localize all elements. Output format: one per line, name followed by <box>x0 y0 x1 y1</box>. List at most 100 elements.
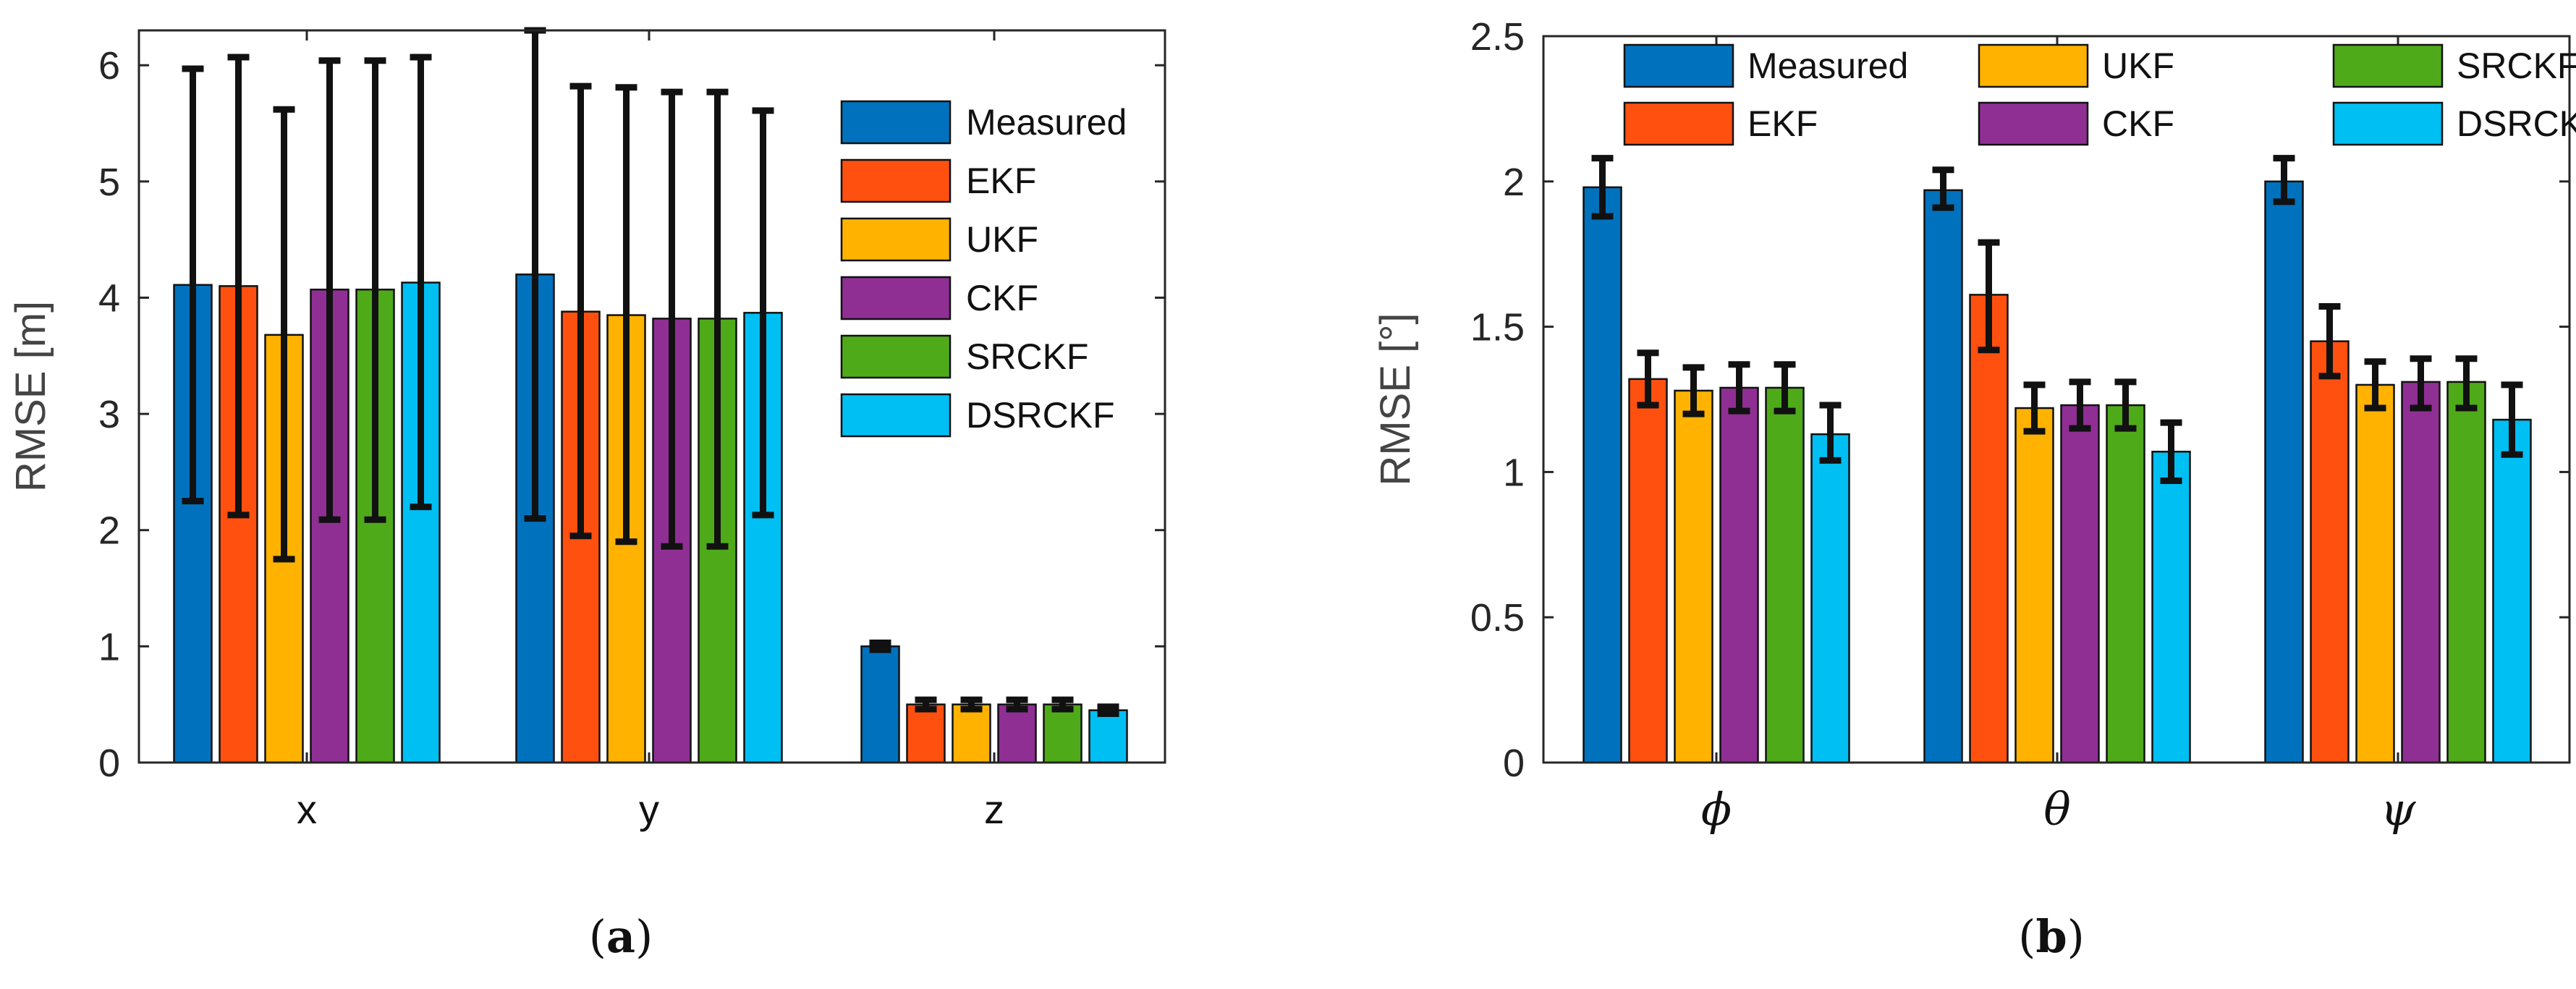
error-bar-dsrckf-psi <box>2501 381 2523 458</box>
bar-srckf-z <box>1043 703 1082 764</box>
error-bar-srckf-phi <box>1774 361 1796 415</box>
error-bar-ukf-z <box>960 696 983 713</box>
y-tick-label: 5 <box>98 161 120 204</box>
bar-measured-theta <box>1923 189 1963 764</box>
y-tick-label: 1 <box>98 625 120 668</box>
bar-srckf-theta <box>2106 404 2145 764</box>
legend-item-dsrckf: DSRCKF <box>2332 101 2576 146</box>
legend-swatch-ukf <box>1978 43 2089 88</box>
error-bar-dsrckf-theta <box>2160 419 2182 484</box>
bar-ukf-z <box>952 703 991 764</box>
y-tick-label: 2.5 <box>1470 15 1525 59</box>
error-bar-ekf-phi <box>1637 349 1659 409</box>
legend: Measured EKF UKF CKF SRCKF DSRCKF <box>840 100 1127 438</box>
error-bar-dsrckf-y <box>752 107 774 519</box>
legend-label-measured: Measured <box>1747 46 1908 86</box>
legend-item-dsrckf: DSRCKF <box>840 393 1115 438</box>
bar-ckf-phi <box>1719 386 1759 764</box>
error-bar-ckf-theta <box>2069 378 2091 432</box>
x-category-label-z: z <box>984 786 1004 832</box>
bar-ekf-psi <box>2310 340 2350 764</box>
legend-item-ukf: UKF <box>1978 43 2174 88</box>
bar-ekf-phi <box>1628 378 1668 764</box>
legend-label-measured: Measured <box>966 102 1127 143</box>
x-category-label-y: y <box>639 786 659 832</box>
y-tick-label: 2 <box>98 509 120 553</box>
panel-b-rmse-attitude-chart: 0 0.5 1 1.5 2 2.5 ϕ θ ψ RMSE [°] Measured EKF UKF CKF… <box>1372 15 2576 963</box>
legend-label-dsrckf: DSRCKF <box>2457 103 2576 144</box>
y-tick-label: 6 <box>98 44 120 88</box>
panel-caption-b: (b) <box>2018 910 2085 963</box>
bar-ukf-psi <box>2355 383 2395 764</box>
legend-label-ekf: EKF <box>966 161 1036 201</box>
bar-ckf-theta <box>2060 404 2100 764</box>
x-category-label-phi: ϕ <box>1701 783 1732 836</box>
error-bar-ckf-psi <box>2410 355 2432 412</box>
legend-swatch-dsrckf <box>2332 101 2444 146</box>
bar-ckf-psi <box>2401 381 2441 764</box>
legend-swatch-ckf <box>840 276 952 321</box>
y-axis-title: RMSE [°] <box>1372 313 1419 485</box>
error-bar-ukf-phi <box>1682 364 1705 417</box>
legend-item-measured: Measured <box>840 100 1127 145</box>
legend-label-ckf: CKF <box>966 278 1038 318</box>
error-bar-ckf-y <box>661 88 683 550</box>
legend-swatch-srckf <box>2332 43 2444 88</box>
legend-swatch-ckf <box>1978 101 2089 146</box>
error-bar-measured-phi <box>1591 155 1614 220</box>
error-bar-srckf-z <box>1051 696 1074 713</box>
legend-item-srckf: SRCKF <box>2332 43 2576 88</box>
legend-label-srckf: SRCKF <box>2457 46 2576 86</box>
bar-ekf-theta <box>1969 294 2009 764</box>
error-bar-srckf-y <box>706 88 729 550</box>
y-axis-title: RMSE [m] <box>7 301 54 492</box>
error-bar-ekf-x <box>227 54 250 519</box>
error-bar-ckf-x <box>318 57 341 523</box>
y-tick-label: 2 <box>1503 161 1525 204</box>
y-tick-label: 1.5 <box>1470 306 1525 349</box>
legend-swatch-srckf <box>840 334 952 379</box>
error-bar-ukf-psi <box>2364 358 2386 412</box>
error-bar-measured-psi <box>2273 155 2295 205</box>
y-tick-label: 3 <box>98 393 120 436</box>
legend-label-ckf: CKF <box>2102 103 2174 144</box>
bar-ukf-phi <box>1674 389 1713 764</box>
bar-measured-phi <box>1583 186 1622 764</box>
panel-caption-a: (a) <box>589 910 653 963</box>
error-bar-ekf-z <box>915 696 937 713</box>
error-bar-ckf-phi <box>1728 361 1750 415</box>
y-tick-label: 0 <box>98 742 120 785</box>
error-bar-measured-z <box>869 640 891 653</box>
legend-swatch-ekf <box>1623 101 1734 146</box>
legend-swatch-ekf <box>840 158 952 203</box>
legend-item-measured: Measured <box>1623 43 1908 88</box>
bar-srckf-psi <box>2446 381 2486 764</box>
bar-dsrckf-z <box>1088 709 1128 764</box>
panel-a-rmse-position-chart: 0 1 2 3 4 5 6 x y z RMSE [m] Measured EKF UKF CKF SRCKF… <box>7 27 1166 963</box>
error-bar-srckf-theta <box>2114 378 2137 432</box>
bar-ckf-z <box>997 703 1037 764</box>
x-category-label-x: x <box>297 786 317 832</box>
error-bar-srckf-psi <box>2455 355 2478 412</box>
error-bar-dsrckf-z <box>1097 703 1119 718</box>
error-bar-measured-x <box>182 65 204 505</box>
bar-measured-psi <box>2264 180 2304 764</box>
bar-dsrckf-theta <box>2151 451 2191 764</box>
legend-label-ukf: UKF <box>2102 46 2174 86</box>
error-bar-dsrckf-x <box>410 54 432 511</box>
axes-box <box>137 29 1166 764</box>
error-bar-ekf-y <box>569 82 592 540</box>
legend-label-dsrckf: DSRCKF <box>966 395 1115 436</box>
y-tick-label: 1 <box>1503 451 1525 494</box>
legend: Measured EKF UKF CKF SRCKF DSRCKF <box>1623 43 2576 146</box>
legend-label-ekf: EKF <box>1747 103 1818 144</box>
legend-item-ukf: UKF <box>840 217 1038 262</box>
legend-swatch-measured <box>840 100 952 145</box>
x-category-label-theta: θ <box>2043 783 2070 836</box>
panel-caption-letter: a <box>606 910 635 963</box>
legend-item-ckf: CKF <box>840 276 1038 321</box>
bar-dsrckf-psi <box>2492 418 2532 764</box>
error-bar-measured-theta <box>1932 166 1954 211</box>
error-bar-ckf-z <box>1006 696 1028 713</box>
